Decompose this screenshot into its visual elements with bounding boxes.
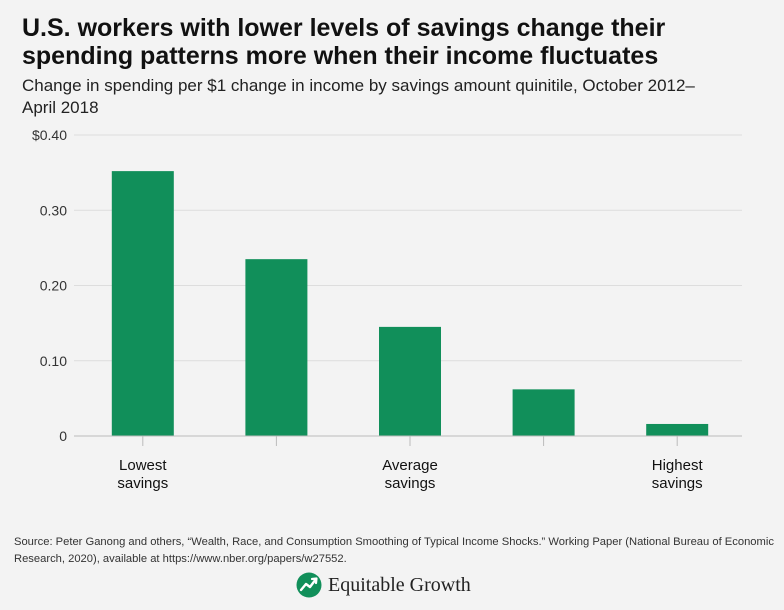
y-tick-label: 0 xyxy=(59,428,67,444)
chart-title: U.S. workers with lower levels of saving… xyxy=(22,14,666,70)
x-tick-label: Average savings xyxy=(382,457,438,492)
x-tick-label: Lowest savings xyxy=(117,457,168,492)
chart-subtitle: Change in spending per $1 change in inco… xyxy=(22,76,695,117)
bar xyxy=(512,389,575,436)
bar xyxy=(245,259,308,436)
y-tick-label: 0.20 xyxy=(40,278,67,294)
logo-text: Equitable Growth xyxy=(328,573,471,596)
y-tick-label: 0.10 xyxy=(40,353,67,369)
logo: Equitable Growth xyxy=(296,570,471,600)
bar xyxy=(111,171,174,436)
bar xyxy=(379,326,441,436)
bars xyxy=(111,171,709,436)
x-tick-label: Highest savings xyxy=(652,457,704,492)
bar xyxy=(646,423,709,436)
trend-up-icon xyxy=(296,572,322,598)
bar-chart: 0 0.10 0.20 0.30 $0.40 Lowest savings Average s… xyxy=(32,127,742,492)
y-tick-label: 0.30 xyxy=(40,202,67,218)
y-tick-label: $0.40 xyxy=(32,127,67,143)
x-axis-ticks: Lowest savings Average savings Highest saving… xyxy=(117,436,703,492)
y-axis-ticks: 0 0.10 0.20 0.30 $0.40 xyxy=(32,127,67,444)
source-note: Source: Peter Ganong and others, “Wealth… xyxy=(14,536,774,565)
